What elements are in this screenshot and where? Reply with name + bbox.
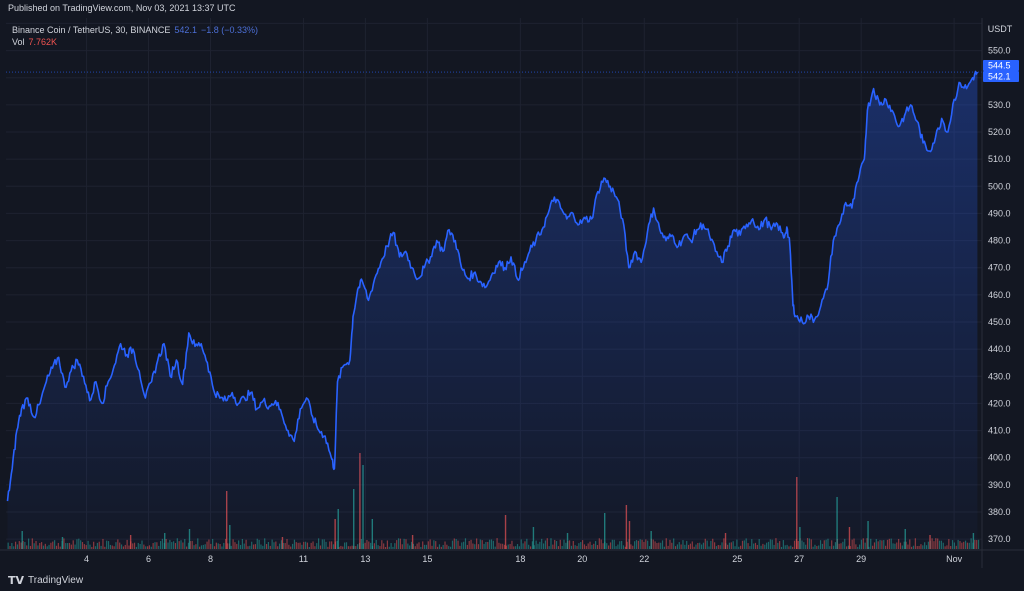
tradingview-logo-icon: 𝗧𝗩 bbox=[8, 575, 25, 587]
y-tick-label: 530.0 bbox=[988, 100, 1011, 110]
x-tick-label: 25 bbox=[732, 554, 742, 564]
x-tick-label: 27 bbox=[794, 554, 804, 564]
published-text: Published on TradingView.com, Nov 03, 20… bbox=[8, 3, 236, 13]
x-tick-label: 6 bbox=[146, 554, 151, 564]
legend-volume-row: Vol 7.762K bbox=[12, 36, 258, 48]
y-tick-label: 520.0 bbox=[988, 127, 1011, 137]
price-tag bbox=[983, 60, 1019, 71]
price-tag-label: 544.5 bbox=[988, 61, 1011, 71]
y-tick-label: 550.0 bbox=[988, 46, 1011, 56]
x-tick-label: 15 bbox=[422, 554, 432, 564]
y-tick-label: 390.0 bbox=[988, 480, 1011, 490]
x-tick-label: 8 bbox=[208, 554, 213, 564]
y-tick-label: 490.0 bbox=[988, 208, 1011, 218]
price-axis-bg bbox=[982, 18, 1024, 568]
symbol-name[interactable]: Binance Coin / TetherUS, 30, BINANCE bbox=[12, 25, 171, 35]
price-line bbox=[6, 70, 979, 502]
y-tick-label: 470.0 bbox=[988, 263, 1011, 273]
y-tick-label: 410.0 bbox=[988, 426, 1011, 436]
price-tag-label: 542.1 bbox=[988, 72, 1011, 82]
y-tick-label: 510.0 bbox=[988, 154, 1011, 164]
x-tick-label: 13 bbox=[360, 554, 370, 564]
x-tick-label: 4 bbox=[84, 554, 89, 564]
x-tick-label: 20 bbox=[577, 554, 587, 564]
x-tick-label: 22 bbox=[639, 554, 649, 564]
x-tick-label: 18 bbox=[515, 554, 525, 564]
y-tick-label: 440.0 bbox=[988, 344, 1011, 354]
tradingview-logo[interactable]: 𝗧𝗩 TradingView bbox=[8, 574, 83, 587]
price-tag bbox=[983, 71, 1019, 82]
price-area bbox=[7, 71, 978, 550]
footer bbox=[0, 568, 1024, 591]
x-tick-label: Nov bbox=[946, 554, 963, 564]
price-axis[interactable]: USDT 370.0 380.0 390.0 400.0 410.0 420.0 430.0 4… bbox=[981, 18, 1024, 568]
y-tick-label: 460.0 bbox=[988, 290, 1011, 300]
x-tick-label: 29 bbox=[856, 554, 866, 564]
currency-label: USDT bbox=[988, 24, 1013, 34]
time-axis[interactable]: 4 6 8 11 13 15 18 20 22 25 27 29 Nov bbox=[0, 549, 1024, 564]
volume-label[interactable]: Vol bbox=[12, 37, 25, 47]
y-tick-label: 370.0 bbox=[988, 534, 1011, 544]
x-tick-label: 11 bbox=[299, 554, 308, 564]
y-tick-label: 400.0 bbox=[988, 453, 1011, 463]
last-price: 542.1 bbox=[174, 25, 197, 35]
y-tick-label: 380.0 bbox=[988, 507, 1011, 517]
y-tick-label: 450.0 bbox=[988, 317, 1011, 327]
volume-bar bbox=[977, 539, 980, 549]
y-tick-label: 480.0 bbox=[988, 236, 1011, 246]
y-tick-label: 430.0 bbox=[988, 371, 1011, 381]
legend-symbol-row: Binance Coin / TetherUS, 30, BINANCE 542.… bbox=[12, 24, 258, 36]
tradingview-logo-text: TradingView bbox=[28, 575, 84, 586]
y-tick-label: 500.0 bbox=[988, 181, 1011, 191]
price-change: −1.8 (−0.33%) bbox=[200, 25, 258, 35]
volume-value: 7.762K bbox=[28, 37, 58, 47]
published-bar: Published on TradingView.com, Nov 03, 20… bbox=[0, 0, 1024, 18]
legend: Binance Coin / TetherUS, 30, BINANCE 542.… bbox=[12, 24, 258, 48]
y-tick-label: 420.0 bbox=[988, 398, 1011, 408]
